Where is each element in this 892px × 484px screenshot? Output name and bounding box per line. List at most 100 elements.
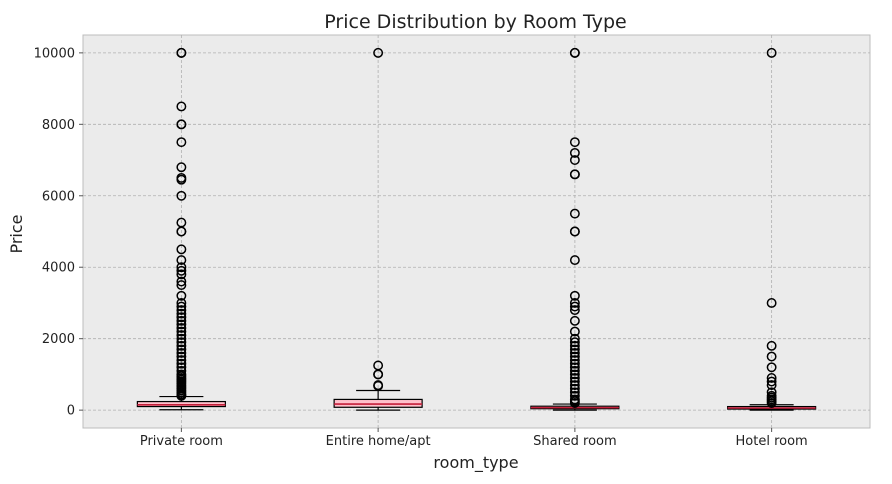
outlier-point [569, 340, 580, 351]
outlier-point [569, 326, 580, 337]
outlier-point [766, 362, 777, 373]
box-group [727, 47, 817, 411]
outlier-point [176, 262, 187, 273]
x-axis-label: room_type [433, 453, 518, 473]
outlier-point [176, 315, 187, 326]
outlier-point [176, 280, 187, 291]
outlier-point [569, 362, 580, 373]
outlier-point [569, 380, 580, 391]
outlier-point [569, 373, 580, 383]
outlier-point [766, 351, 777, 362]
outlier-point [176, 190, 187, 201]
outlier-point [766, 398, 777, 408]
outlier-point [176, 308, 187, 319]
outlier-point [373, 380, 384, 391]
y-axis-label: Price [7, 214, 26, 253]
y-axis-ticks: 0 2000 4000 6000 8000 10000 [34, 46, 83, 419]
outlier-point [176, 174, 187, 185]
outlier-point [176, 244, 187, 255]
outlier-point [176, 137, 187, 148]
chart-title: Price Distribution by Room Type [324, 11, 626, 33]
outlier-point [569, 376, 580, 387]
outlier-point [176, 301, 187, 312]
outlier-point [176, 390, 187, 401]
grid-layer [83, 35, 870, 428]
outlier-point [176, 305, 187, 316]
x-tick-label: Entire home/apt [326, 434, 431, 449]
outlier-point [569, 315, 580, 326]
outlier-point [176, 323, 187, 333]
outlier-point [176, 312, 187, 323]
outlier-point [176, 344, 187, 355]
outlier-point [569, 333, 580, 344]
x-tick-label: Private room [140, 434, 223, 449]
outlier-point [766, 376, 777, 387]
outlier-point [569, 355, 580, 366]
outlier-point [569, 137, 580, 148]
outlier-point [569, 290, 580, 301]
outlier-point [766, 298, 777, 308]
outlier-point [176, 330, 187, 341]
outlier-point [176, 351, 187, 362]
outlier-point [176, 340, 187, 351]
outlier-point [176, 47, 187, 58]
outlier-point [569, 390, 580, 401]
outlier-point [176, 298, 187, 308]
outlier-point [569, 305, 580, 316]
outlier-point [176, 290, 187, 301]
outlier-point [176, 269, 187, 280]
outlier-point [569, 208, 580, 219]
outlier-point [176, 355, 187, 366]
outlier-point [569, 255, 580, 266]
outlier-point [569, 47, 580, 58]
outlier-point [176, 255, 187, 266]
box-group [530, 47, 620, 411]
outlier-point [569, 369, 580, 380]
outlier-point [373, 369, 384, 380]
y-tick-label: 6000 [42, 189, 75, 204]
outlier-point [766, 340, 777, 351]
x-axis-ticks: Private room Entire home/apt Shared room Ho… [140, 428, 808, 449]
outlier-point [569, 337, 580, 348]
outlier-point [176, 358, 187, 369]
outlier-point [569, 344, 580, 355]
y-tick-label: 10000 [34, 46, 75, 61]
outlier-point [176, 326, 187, 337]
outlier-point [569, 147, 580, 158]
outlier-point [176, 348, 187, 358]
y-tick-label: 2000 [42, 332, 75, 347]
y-tick-label: 4000 [42, 261, 75, 276]
outlier-point [569, 169, 580, 180]
x-tick-label: Shared room [533, 434, 617, 449]
outlier-point [569, 365, 580, 376]
outlier-point [569, 383, 580, 394]
boxes-layer [136, 47, 817, 411]
outlier-point [569, 351, 580, 362]
outlier-point [176, 333, 187, 344]
y-tick-label: 8000 [42, 118, 75, 133]
box-group [136, 47, 226, 411]
box-group [333, 47, 423, 411]
outlier-point [176, 265, 187, 276]
x-tick-label: Hotel room [736, 434, 808, 449]
y-tick-label: 0 [67, 404, 75, 419]
outlier-point [373, 47, 384, 58]
outlier-point [569, 398, 580, 408]
outlier-point [766, 47, 777, 58]
outlier-point [176, 226, 187, 237]
outlier-point [176, 101, 187, 112]
outlier-point [766, 380, 777, 391]
plot-area [82, 34, 871, 429]
outlier-point [176, 337, 187, 348]
outlier-point [569, 348, 580, 358]
outlier-point [176, 276, 187, 287]
outlier-point [176, 162, 187, 173]
outlier-point [569, 155, 580, 165]
outlier-point [766, 373, 777, 383]
outlier-point [569, 358, 580, 369]
outlier-point [569, 298, 580, 308]
outlier-point [569, 301, 580, 312]
outlier-point [569, 226, 580, 237]
outlier-point [176, 319, 187, 330]
